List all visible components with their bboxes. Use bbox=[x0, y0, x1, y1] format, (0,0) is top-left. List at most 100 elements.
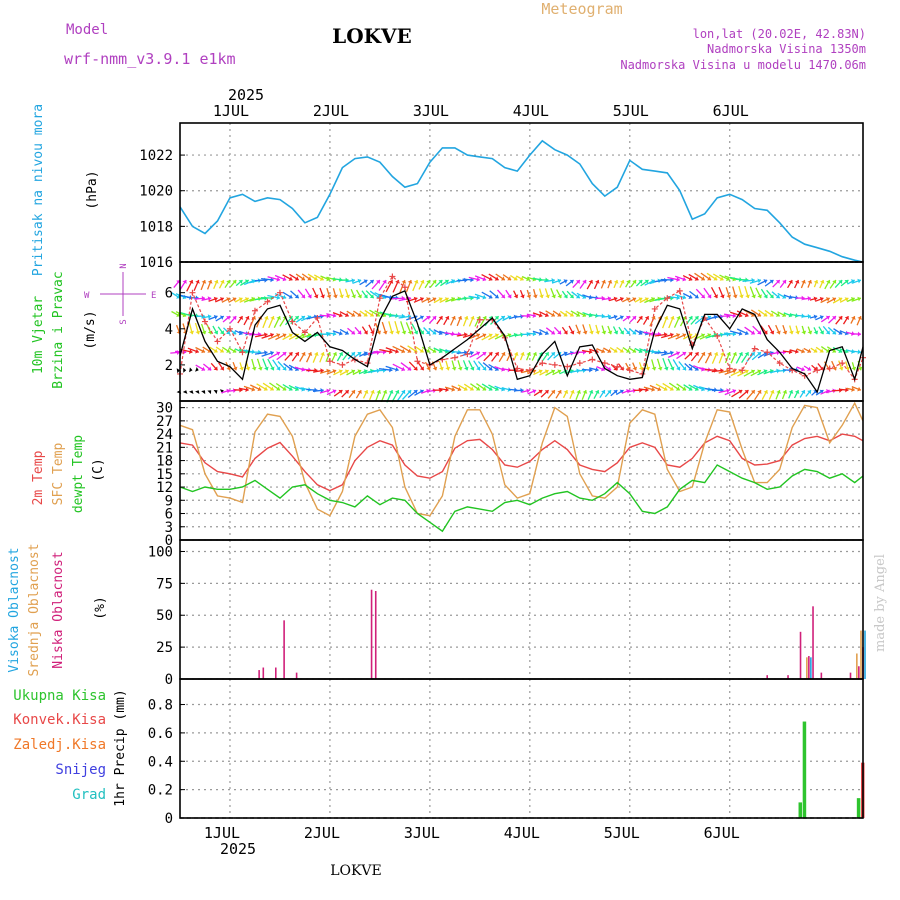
wind-arrow-head bbox=[670, 316, 675, 320]
wind-arrow-head bbox=[776, 390, 781, 394]
wind-arrow-head bbox=[288, 316, 293, 321]
ytick-cloud: 75 bbox=[156, 576, 173, 592]
wind-arrow-head bbox=[276, 386, 280, 391]
wind-arrow-head bbox=[557, 330, 562, 335]
wind-arrow-head bbox=[413, 280, 419, 284]
wind-arrow-head bbox=[226, 316, 230, 320]
wind-arrow-head bbox=[288, 352, 293, 357]
wind-arrow-head bbox=[294, 316, 299, 320]
wind-arrow-head bbox=[213, 314, 218, 320]
wind-arrow-head bbox=[395, 390, 400, 394]
bottom-day-label: 4JUL bbox=[504, 824, 540, 842]
wind-arrow-head bbox=[513, 294, 519, 299]
ytick-temp: 0 bbox=[165, 533, 173, 549]
wind-arrow-head bbox=[782, 330, 788, 335]
wind-arrow-head bbox=[619, 330, 624, 335]
wind-arrow-head bbox=[651, 366, 657, 371]
wind-arrow-head bbox=[676, 316, 681, 320]
wind-arrow-head bbox=[714, 367, 718, 373]
wind-arrow-head bbox=[707, 315, 711, 320]
model-label: Model bbox=[66, 22, 108, 38]
wind-arrow-head bbox=[463, 316, 469, 320]
wind-arrow-head bbox=[464, 277, 468, 283]
wind-arrow-head bbox=[264, 316, 269, 320]
wind-arrow-head bbox=[494, 294, 499, 299]
wind-arrow-head bbox=[326, 294, 332, 299]
wind-arrow-head bbox=[407, 366, 412, 371]
grid-layer bbox=[180, 123, 863, 819]
wind-arrow-head bbox=[363, 330, 368, 335]
wind-arrow-head bbox=[851, 366, 857, 371]
wind-arrow-head bbox=[201, 390, 206, 395]
wind-arrow-head bbox=[807, 348, 811, 353]
wind-arrow-head bbox=[713, 294, 718, 299]
wind-arrow-head bbox=[257, 386, 262, 392]
wind-gust-point bbox=[376, 295, 383, 302]
wind-arrow-head bbox=[845, 366, 850, 371]
wind-arrow-head bbox=[563, 330, 568, 335]
wind-arrow-head bbox=[338, 389, 343, 394]
ytick-wind: 2 bbox=[165, 358, 173, 374]
wind-arrow-head bbox=[357, 330, 362, 335]
wind-arrow-head bbox=[332, 389, 337, 394]
wind-arrow-head bbox=[713, 276, 718, 281]
wind-arrow-head bbox=[569, 330, 575, 335]
top-day-label: 6JUL bbox=[713, 102, 749, 120]
wind-arrow-head bbox=[401, 366, 405, 372]
wind-arrow-head bbox=[688, 316, 693, 320]
wind-arrow-head bbox=[538, 330, 543, 336]
wind-arrow-head bbox=[819, 280, 825, 284]
wind-arrow-head bbox=[626, 280, 631, 284]
wind-arrow-head bbox=[232, 316, 237, 321]
wind-arrow-head bbox=[376, 350, 380, 356]
wind-arrow-head bbox=[245, 316, 250, 320]
wind-arrow-head bbox=[801, 330, 807, 335]
wind-gust-point bbox=[626, 367, 633, 374]
wind-arrow-head bbox=[395, 367, 399, 372]
wind-arrow-head bbox=[507, 333, 512, 338]
wind-arrow-head bbox=[844, 348, 849, 354]
wind-arrow-head bbox=[694, 294, 699, 299]
ytick-temp: 6 bbox=[165, 507, 173, 523]
wind-arrow-head bbox=[550, 352, 555, 357]
model-name: wrf-nmm_v3.9.1 e1km bbox=[64, 50, 236, 68]
wind-arrow-head bbox=[775, 312, 780, 317]
wind-arrow-head bbox=[294, 352, 299, 357]
wind-arrow-head bbox=[401, 330, 407, 335]
wind-label-2: Brzina i Pravac bbox=[51, 271, 66, 388]
wind-arrow-head bbox=[476, 295, 480, 301]
wind-arrow-head bbox=[832, 366, 837, 371]
wind-arrow-head bbox=[182, 280, 187, 284]
wind-arrow-head bbox=[220, 366, 225, 371]
wind-arrow-head bbox=[470, 350, 474, 356]
wind-arrow-head bbox=[595, 280, 600, 284]
wind-arrow-head bbox=[344, 330, 349, 335]
wind-arrow-head bbox=[694, 386, 699, 391]
wind-arrow-head bbox=[675, 386, 680, 391]
mid-cloud-label: Srednja Oblacnost bbox=[27, 543, 42, 676]
wind-arrow-head bbox=[219, 330, 224, 335]
wind-arrow-head bbox=[363, 369, 368, 374]
top-day-label: 5JUL bbox=[613, 102, 649, 120]
wind-arrow-head bbox=[676, 333, 680, 338]
wind-arrow-head bbox=[195, 348, 199, 354]
wind-arrow-head bbox=[307, 315, 312, 320]
wind-gust-point bbox=[226, 325, 233, 332]
wind-arrow-head bbox=[613, 366, 618, 371]
wind-arrow-head bbox=[276, 316, 281, 320]
wind-arrow-head bbox=[601, 313, 605, 319]
wind-arrow-head bbox=[632, 366, 638, 371]
wind-arrow-head bbox=[207, 366, 212, 371]
wind-arrow-head bbox=[607, 296, 611, 302]
wind-arrow-head bbox=[426, 316, 430, 320]
wind-gust-point bbox=[276, 289, 283, 296]
wind-arrow-head bbox=[501, 276, 505, 281]
wind-arrow-head bbox=[569, 294, 574, 299]
wind-arrow-head bbox=[638, 316, 643, 321]
station-title: LOKVE bbox=[332, 24, 412, 48]
wind-arrow-head bbox=[775, 294, 780, 299]
wind-arrow-head bbox=[407, 280, 413, 284]
wind-arrow-head bbox=[201, 348, 205, 354]
ytick-cloud: 50 bbox=[156, 608, 173, 624]
